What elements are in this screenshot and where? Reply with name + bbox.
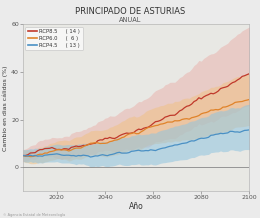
Text: PRINCIPADO DE ASTURIAS: PRINCIPADO DE ASTURIAS: [75, 7, 185, 15]
Text: © Agencia Estatal de Meteorología: © Agencia Estatal de Meteorología: [3, 213, 65, 217]
Legend: RCP8.5     ( 14 ), RCP6.0     (  6 ), RCP4.5     ( 13 ): RCP8.5 ( 14 ), RCP6.0 ( 6 ), RCP4.5 ( 13…: [25, 27, 83, 51]
X-axis label: Año: Año: [129, 202, 144, 211]
Y-axis label: Cambio en dias cálidos (%): Cambio en dias cálidos (%): [3, 65, 8, 151]
Text: ANUAL: ANUAL: [119, 17, 141, 24]
